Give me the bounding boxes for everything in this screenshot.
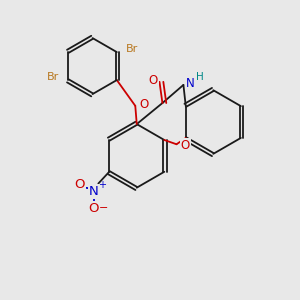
Text: +: + [98, 180, 106, 190]
Text: Br: Br [125, 44, 138, 54]
Text: O: O [74, 178, 85, 191]
Text: N: N [89, 185, 99, 198]
Text: O: O [181, 139, 190, 152]
Text: O: O [148, 74, 158, 87]
Text: −: − [99, 203, 108, 213]
Text: Br: Br [47, 72, 59, 82]
Text: O: O [88, 202, 99, 214]
Text: H: H [196, 72, 203, 82]
Text: N: N [185, 77, 194, 90]
Text: O: O [140, 98, 149, 111]
